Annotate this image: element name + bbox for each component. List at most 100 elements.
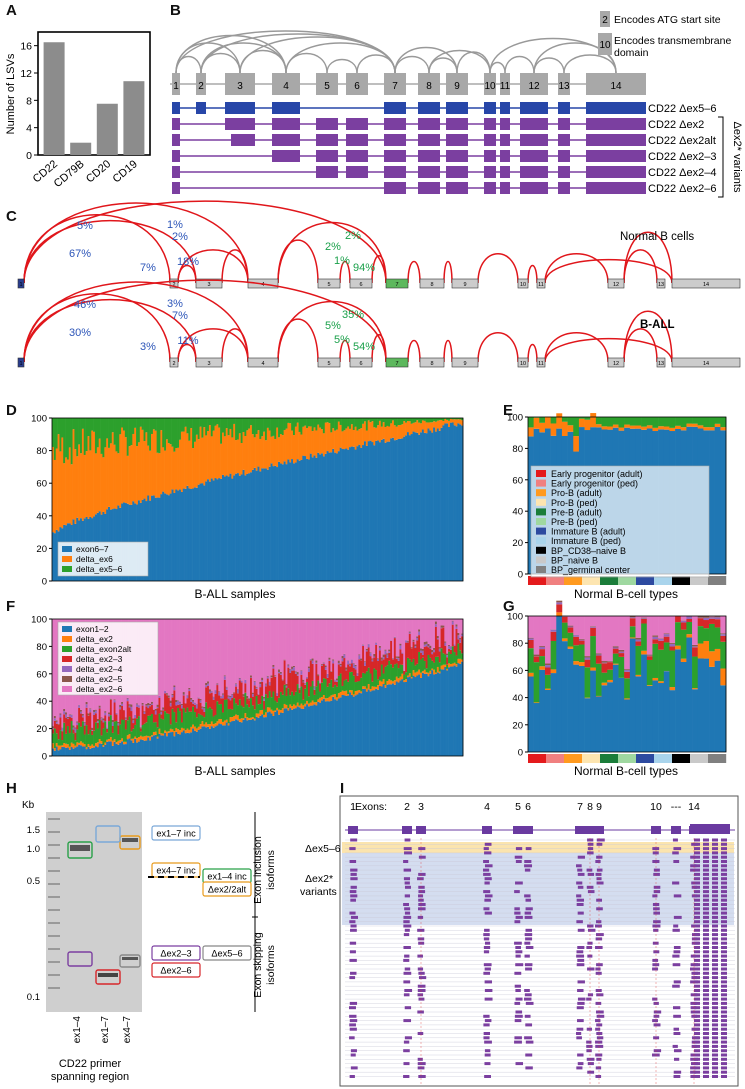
isoform-exon: [272, 118, 300, 130]
gel-band-box: [67, 841, 93, 859]
cell-type-swatch: [654, 576, 673, 585]
isoform-exon: [586, 166, 646, 178]
isoform-exon: [586, 150, 646, 162]
exon-label: 9: [454, 81, 460, 92]
blue-percent: 1%: [167, 219, 183, 231]
isoform-exon: [558, 166, 570, 178]
green-percent: 35%: [342, 309, 364, 321]
panel-letter-g: G: [503, 598, 515, 615]
junction-arc: [285, 42, 396, 74]
junction-arc: [326, 58, 358, 74]
exon-14: [671, 278, 741, 289]
isoform-exon: [384, 182, 406, 194]
legend-entry: delta_ex2–3: [76, 654, 123, 664]
isoform-exon: [446, 182, 468, 194]
cell-type-swatch: [654, 754, 673, 763]
exon-number: 3: [418, 801, 424, 813]
exon-label: 3: [207, 282, 210, 288]
legend-entry: exon6–7: [76, 544, 109, 554]
exon-2: [169, 357, 179, 368]
exon-label: 13: [558, 81, 570, 92]
splice-arc: [527, 343, 538, 363]
blue-percent: 30%: [69, 327, 91, 339]
splice-arc: [177, 328, 249, 363]
splice-arc: [339, 340, 351, 363]
row-label-ex2-variants: Δex2* variants: [300, 873, 337, 898]
exon-label: 1: [173, 81, 179, 92]
exon-3: [225, 73, 255, 95]
exon-9: [446, 73, 468, 95]
junction-arc: [563, 54, 617, 74]
legend-tm-text-line1: Encodes transmembrane: [614, 35, 731, 47]
green-percent: 94%: [353, 262, 375, 274]
isoform-exon: [484, 166, 496, 178]
isoform-exon: [225, 102, 255, 114]
exon-number: 5: [515, 801, 521, 813]
isoform-exon: [558, 102, 570, 114]
isoform-exon: [500, 118, 510, 130]
panel-letter-c: C: [6, 208, 17, 225]
splice-arc: [371, 254, 387, 284]
row-label-ex2-line1: Δex2*: [305, 873, 333, 885]
splice-arc: [407, 261, 421, 284]
exon-label: 8: [430, 282, 433, 288]
gel-image: [46, 812, 142, 1012]
panel-e-stacked-bars: 0 20 40 60 80 100 Early progenitor (adult)Earl…: [507, 413, 727, 601]
y-tick-label: 80: [512, 444, 523, 455]
category-label: CD19: [111, 158, 140, 185]
band-label: Δex2–3: [160, 949, 191, 959]
splice-arc: [623, 310, 673, 363]
exon-label: 7: [395, 282, 398, 288]
y-tick-label: 60: [512, 475, 523, 486]
isoform-exon: [196, 102, 206, 114]
panel-letter-i: I: [340, 780, 345, 797]
isoform-exon: [346, 134, 368, 146]
splice-arc: [23, 279, 387, 363]
isoform-exon: [418, 182, 440, 194]
splice-arc: [277, 318, 319, 363]
splice-arc: [477, 253, 519, 284]
legend-atg-num: 2: [602, 15, 608, 26]
splice-arc: [23, 200, 387, 284]
legend-entry: Pre-B (ped): [551, 517, 598, 527]
isoform-exon: [520, 182, 548, 194]
exon-label: 1: [19, 282, 22, 288]
kb-tick-label: 0.5: [27, 876, 40, 887]
cell-type-swatch: [546, 576, 565, 585]
splice-arc: [443, 261, 453, 284]
band-label: Δex2/2alt: [208, 885, 247, 895]
isoform-exon: [172, 150, 180, 162]
exon-label: 5: [324, 81, 330, 92]
panel-d-xlabel: B-ALL samples: [195, 587, 276, 601]
variant-group-label: Δex2* variants: [731, 122, 743, 193]
exon-number: 8: [587, 801, 593, 813]
isoform-exon: [558, 150, 570, 162]
exon-8: [419, 357, 445, 368]
exon-label: 8: [430, 361, 433, 367]
y-tick-label: 60: [36, 669, 47, 680]
exon-4: [272, 73, 300, 95]
splice-arc: [371, 333, 387, 363]
y-tick-label: 60: [512, 666, 523, 677]
splice-arc: [623, 328, 658, 363]
legend-tm-text: Encodes transmembrane domain: [614, 35, 731, 59]
y-tick-label: 0: [518, 748, 523, 759]
exon-11: [536, 357, 546, 368]
cell-type-swatch: [672, 576, 691, 585]
exon-number: ---: [671, 801, 682, 813]
isoform-exon: [172, 166, 180, 178]
exon-label: 2: [198, 81, 204, 92]
exon-3: [195, 357, 223, 368]
exon-number: 14: [688, 801, 700, 813]
isoform-exon: [484, 102, 496, 114]
splice-arc: [277, 239, 319, 284]
splice-arc: [177, 249, 249, 284]
exon-label: 11: [538, 282, 544, 288]
y-tick-label: 8: [26, 95, 32, 107]
exons-label: Exons:: [355, 801, 387, 813]
isoform-exon: [520, 150, 548, 162]
lane-label: ex1–7: [100, 1016, 111, 1044]
junction-arc: [504, 56, 535, 74]
exon-9: [451, 357, 479, 368]
